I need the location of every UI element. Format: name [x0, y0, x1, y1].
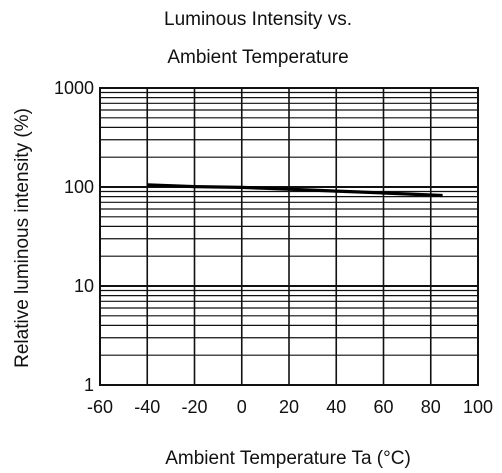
grid [99, 87, 479, 386]
x-tick-label: 80 [421, 397, 441, 417]
x-tick-label: 60 [373, 397, 393, 417]
y-tick-label: 10 [74, 276, 94, 296]
x-tick-label: -40 [134, 397, 160, 417]
chart-title-line-1: Luminous Intensity vs. [164, 9, 352, 30]
tick-labels: -60 -40 -20 0 20 40 60 80 100 1 10 100 1000 [54, 78, 493, 417]
x-axis-label: Ambient Temperature Ta (°C) [165, 448, 411, 469]
x-tick-label: 40 [326, 397, 346, 417]
x-tick-label: -20 [181, 397, 207, 417]
x-tick-label: 20 [279, 397, 299, 417]
x-tick-label: -60 [87, 397, 113, 417]
plot-frame [99, 87, 479, 386]
x-tick-label: 0 [237, 397, 247, 417]
y-tick-label: 1000 [54, 78, 94, 98]
series-line [147, 183, 443, 198]
x-tick-label: 100 [463, 397, 493, 417]
y-axis-label: Relative luminous intensity (%) [12, 108, 33, 368]
y-tick-label: 100 [64, 177, 94, 197]
chart-title-line-2: Ambient Temperature [167, 47, 348, 68]
y-tick-label: 1 [84, 375, 94, 395]
series-layer [147, 183, 443, 198]
